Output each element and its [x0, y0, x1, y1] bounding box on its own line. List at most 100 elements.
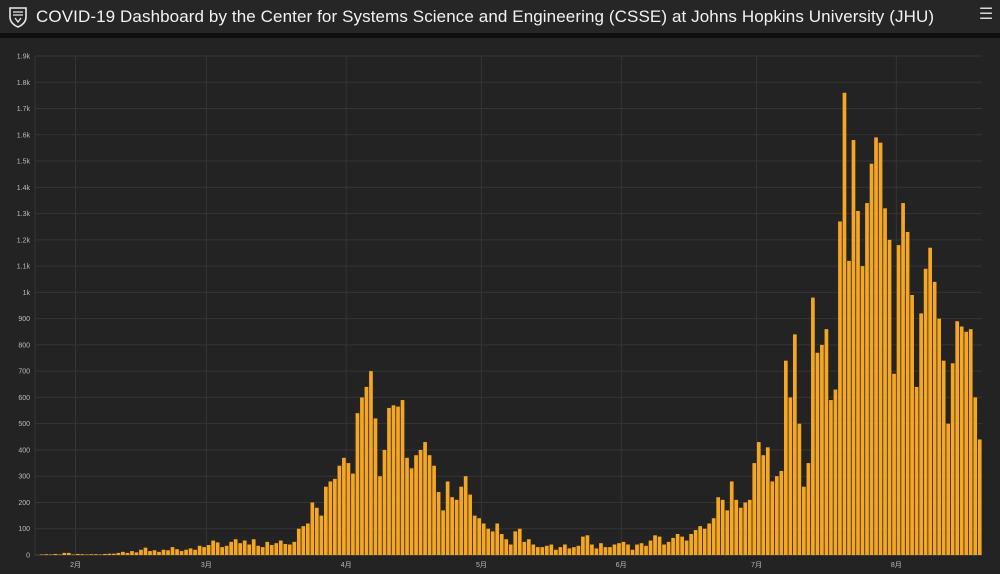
bar: [662, 544, 666, 555]
daily-cases-bar-chart: 0 100 200 300 400 500 600 700 800 900 1k 1.1k 1.2k 1.…: [0, 38, 1000, 574]
y-tick-label: 1.6k: [17, 132, 31, 139]
bar: [274, 543, 279, 555]
bar: [287, 544, 292, 555]
bar: [454, 499, 459, 555]
bar: [278, 540, 283, 555]
bar: [603, 547, 608, 555]
y-tick-label: 600: [18, 395, 30, 402]
bar: [314, 507, 319, 555]
bar: [653, 535, 657, 555]
bar: [842, 92, 847, 555]
bar: [85, 554, 89, 555]
bar: [563, 544, 567, 555]
bar: [671, 537, 675, 555]
bar: [215, 542, 220, 555]
bar: [743, 502, 748, 555]
bar: [301, 526, 306, 555]
chart-svg: 0 100 200 300 400 500 600 700 800 900 1k 1.1k 1.2k 1.…: [17, 54, 982, 569]
bar: [878, 142, 883, 555]
bar: [621, 541, 626, 555]
bar: [103, 553, 107, 555]
bar: [838, 221, 842, 556]
bar: [883, 208, 887, 556]
bar: [161, 549, 166, 555]
bar: [166, 550, 170, 555]
y-tick-label: 1.1k: [17, 264, 31, 271]
bar: [774, 476, 779, 555]
bar: [932, 281, 937, 555]
bar: [892, 373, 896, 555]
bar: [910, 294, 914, 555]
y-tick-label: 1.7k: [17, 106, 31, 113]
bar: [296, 528, 301, 555]
bar: [973, 397, 978, 555]
bar: [80, 554, 85, 555]
bar: [256, 545, 261, 555]
hamburger-menu-icon[interactable]: ☰: [978, 6, 994, 23]
bar: [305, 523, 310, 555]
bar: [283, 543, 288, 555]
header-divider: [0, 33, 1000, 38]
bar: [418, 449, 423, 555]
y-tick-label: 1.8k: [17, 80, 31, 87]
bar: [639, 543, 644, 555]
bar: [48, 554, 53, 555]
bar: [310, 502, 315, 555]
bar: [125, 552, 130, 555]
x-tick-label: 4月: [341, 561, 352, 569]
bar: [328, 481, 333, 555]
bar: [333, 478, 337, 555]
x-tick-label: 5月: [476, 561, 487, 569]
bar: [157, 551, 161, 555]
bar: [847, 260, 851, 555]
bar: [707, 523, 712, 555]
bar: [820, 344, 824, 555]
bar: [590, 544, 594, 555]
bar: [364, 386, 369, 555]
bar: [360, 397, 364, 555]
bar: [441, 510, 445, 555]
bar: [802, 486, 806, 555]
x-tick-label: 2月: [70, 561, 81, 569]
bar: [202, 547, 206, 555]
bar: [829, 400, 833, 555]
bar: [148, 551, 152, 555]
bar: [139, 549, 143, 555]
bar: [188, 548, 193, 555]
bar: [874, 137, 878, 556]
bar: [369, 371, 373, 555]
bar: [869, 163, 874, 555]
bar: [490, 531, 495, 555]
jhu-shield-icon: [7, 6, 29, 28]
bar: [581, 536, 585, 555]
bar: [626, 544, 630, 555]
bar: [319, 515, 324, 555]
bar: [481, 523, 486, 555]
bar: [382, 449, 387, 555]
bar: [39, 554, 44, 555]
bar: [612, 544, 617, 555]
bar: [107, 553, 112, 555]
bar: [260, 547, 265, 555]
bar: [896, 245, 901, 556]
bar: [779, 470, 784, 555]
bar: [98, 554, 103, 555]
bar: [576, 545, 581, 555]
bar: [508, 544, 513, 555]
y-tick-label: 200: [18, 500, 30, 507]
bar: [396, 406, 400, 555]
bar: [247, 544, 252, 555]
bar: [526, 539, 531, 555]
bar: [815, 352, 820, 555]
bar: [901, 203, 905, 556]
bar: [400, 400, 405, 555]
bar: [337, 465, 342, 555]
bar: [635, 544, 639, 555]
bar: [959, 326, 964, 555]
bar: [914, 386, 919, 555]
bar: [856, 210, 860, 555]
bar: [206, 545, 211, 555]
bar: [121, 551, 125, 555]
bar: [783, 360, 788, 555]
bar: [977, 439, 982, 555]
